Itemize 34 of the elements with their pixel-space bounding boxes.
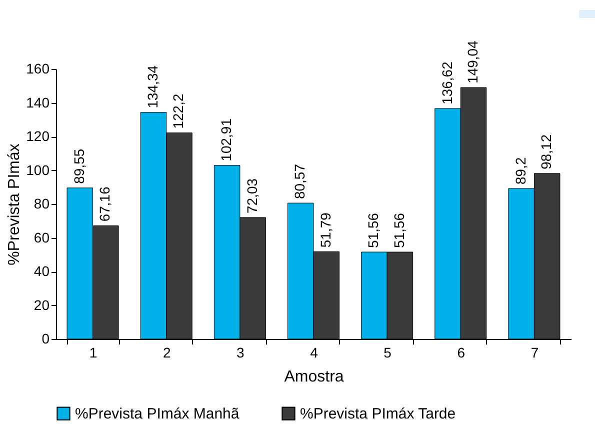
x-tick-label: 1 bbox=[89, 344, 98, 360]
x-tick-label: 5 bbox=[384, 344, 392, 360]
y-tick-label: 120 bbox=[26, 128, 50, 144]
data-label: 136,62 bbox=[438, 61, 455, 104]
data-label: 89,2 bbox=[512, 157, 528, 184]
x-tick-label: 2 bbox=[162, 344, 171, 360]
y-tick-label: 100 bbox=[26, 162, 50, 178]
x-tick-label: 6 bbox=[457, 344, 466, 360]
data-label: 51,56 bbox=[390, 212, 407, 248]
legend-label: %Prevista PImáx Manhã bbox=[75, 406, 240, 423]
y-axis-title: %Prevista PImáx bbox=[6, 144, 24, 266]
legend-label: %Prevista PImáx Tarde bbox=[300, 406, 456, 423]
data-label: 51,56 bbox=[365, 212, 382, 248]
y-tick-label: 20 bbox=[34, 296, 50, 313]
data-label: 67,16 bbox=[96, 186, 113, 222]
data-label: 134,34 bbox=[144, 65, 160, 108]
y-tick-label: 0 bbox=[42, 330, 50, 346]
x-tick-label: 4 bbox=[310, 344, 318, 360]
data-label: 51,79 bbox=[317, 212, 334, 248]
data-label: 149,04 bbox=[464, 40, 481, 84]
x-tick-label: 3 bbox=[236, 344, 245, 360]
y-tick-label: 80 bbox=[34, 196, 50, 212]
data-label: 89,55 bbox=[70, 148, 87, 184]
x-tick-label: 7 bbox=[530, 344, 539, 360]
x-axis-title: Amostra bbox=[284, 368, 344, 386]
data-label: 72,03 bbox=[244, 178, 260, 214]
data-label: 102,91 bbox=[218, 118, 234, 162]
data-label: 80,57 bbox=[292, 164, 308, 200]
data-label: 98,12 bbox=[538, 134, 554, 170]
y-tick-label: 60 bbox=[34, 229, 50, 246]
y-tick-label: 40 bbox=[34, 263, 50, 279]
data-label: 122,2 bbox=[170, 94, 186, 129]
y-tick-label: 160 bbox=[26, 60, 50, 76]
y-tick-label: 140 bbox=[26, 94, 50, 110]
